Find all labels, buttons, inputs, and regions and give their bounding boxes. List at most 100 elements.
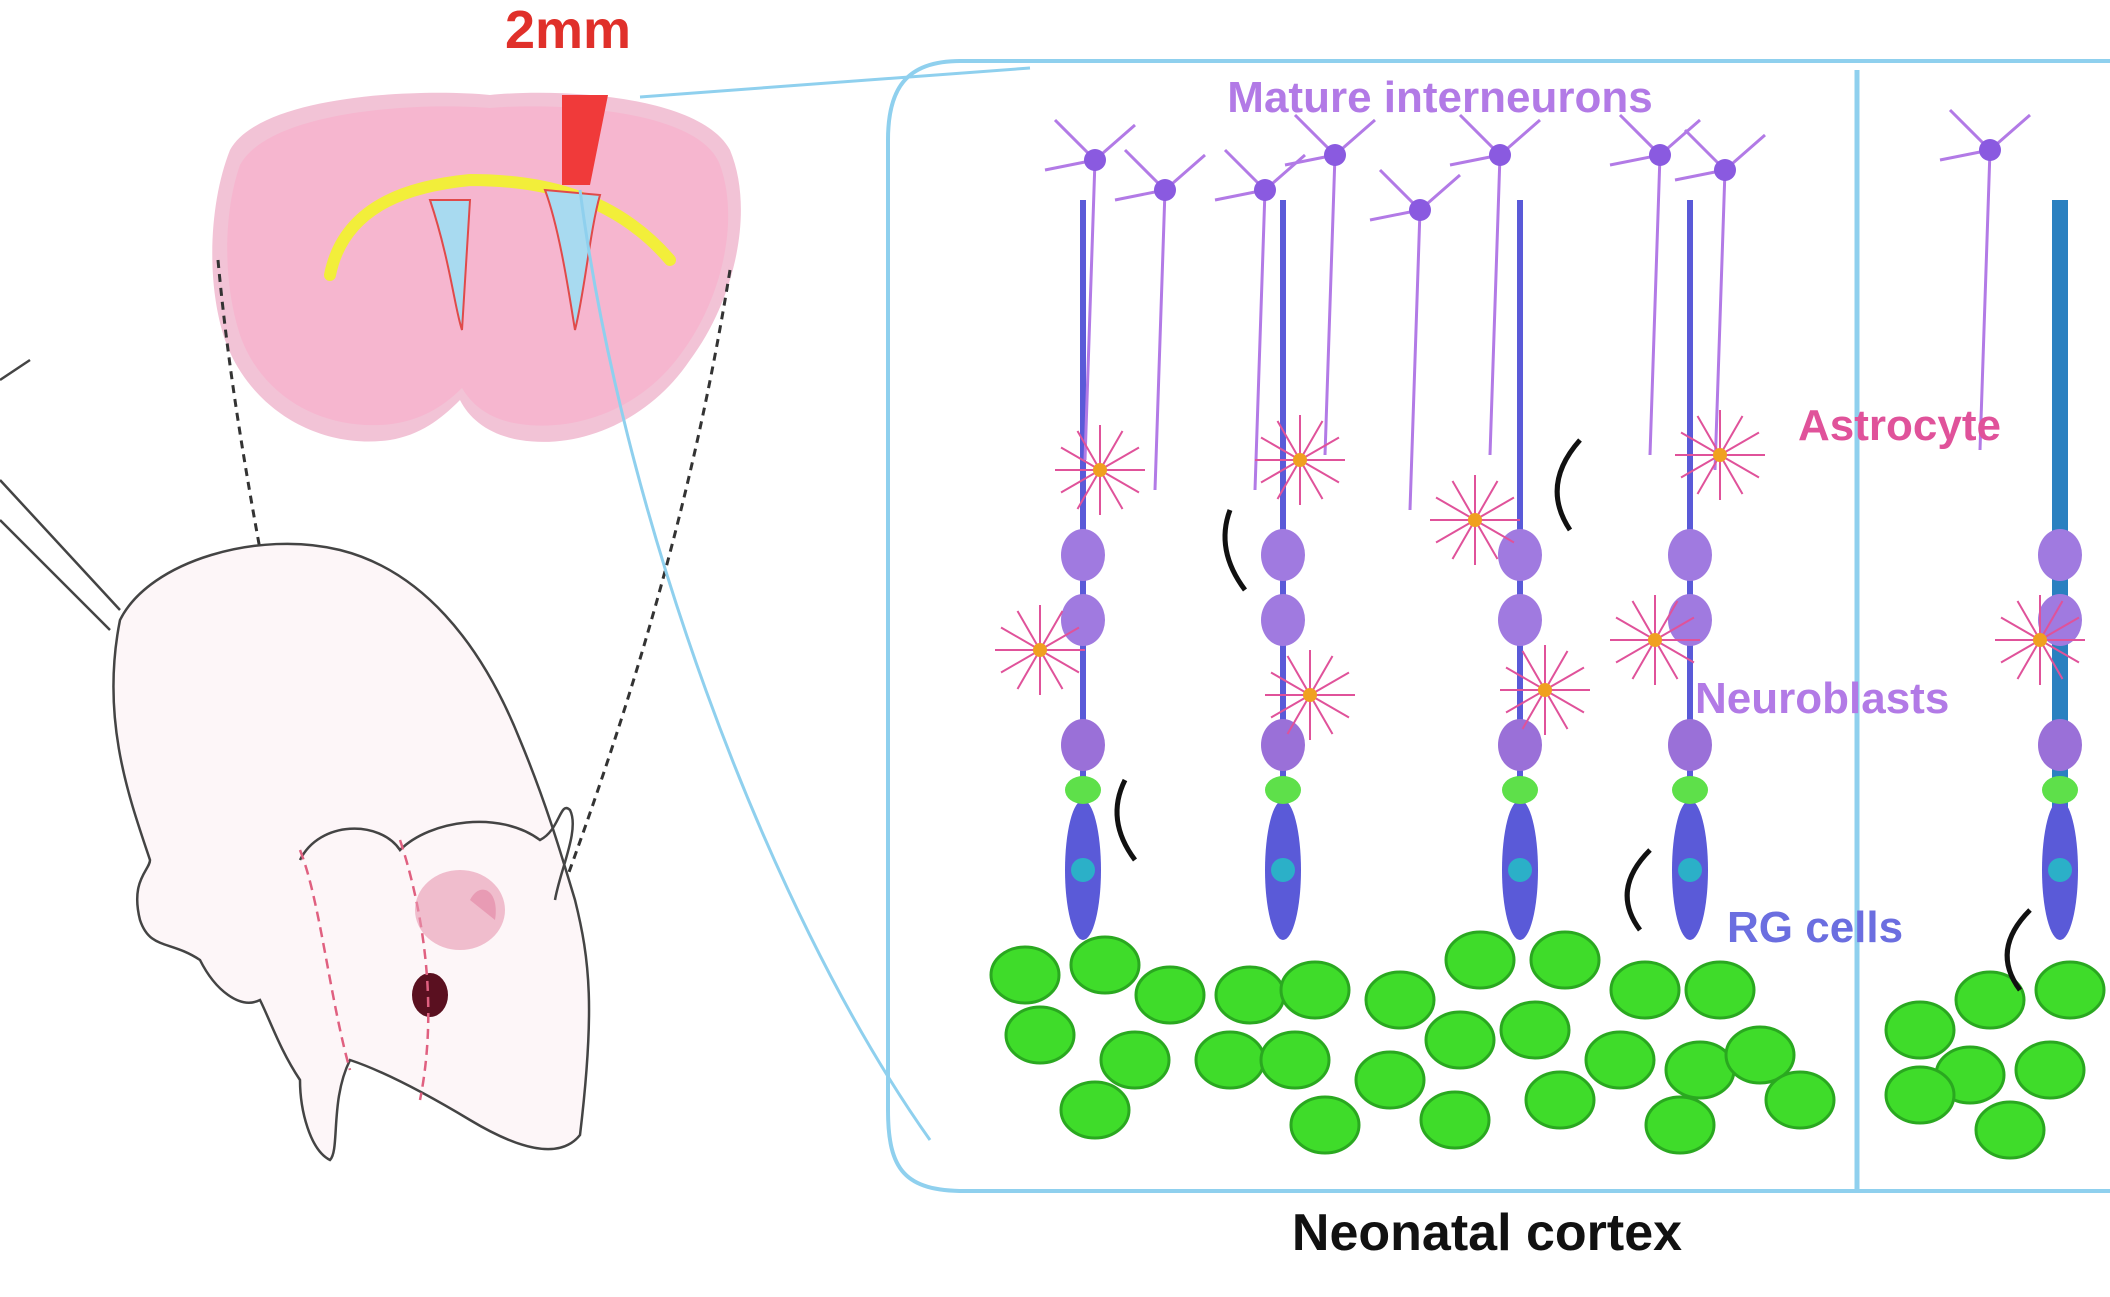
astrocyte-process bbox=[1544, 666, 1585, 691]
astrocyte-process bbox=[1286, 694, 1311, 735]
astrocyte-process bbox=[1544, 689, 1585, 714]
interneuron-process bbox=[1674, 128, 1766, 471]
astrocyte-process bbox=[1299, 420, 1324, 461]
rat-illustration bbox=[0, 358, 591, 1162]
astrocyte bbox=[1538, 683, 1552, 697]
green-cell bbox=[1884, 1000, 1956, 1060]
astrocyte-process bbox=[1615, 639, 1656, 664]
astrocyte-process bbox=[1260, 459, 1301, 484]
rg-cell-nucleus bbox=[1271, 858, 1295, 882]
astrocyte-process bbox=[1654, 639, 1679, 680]
mature-interneuron bbox=[1254, 179, 1276, 201]
astrocyte-process bbox=[1631, 639, 1656, 680]
astrocyte-process bbox=[1505, 689, 1546, 714]
green-cell bbox=[1099, 1030, 1171, 1090]
label-mature-interneurons: Mature interneurons bbox=[1227, 73, 1652, 122]
astrocyte-process bbox=[1680, 454, 1721, 479]
green-cell bbox=[1059, 1080, 1131, 1140]
mature-interneuron bbox=[1084, 149, 1106, 171]
green-cell bbox=[1004, 1005, 1076, 1065]
neuroblast bbox=[1061, 594, 1105, 646]
green-cell bbox=[1499, 1000, 1571, 1060]
astrocyte-process bbox=[1076, 469, 1101, 510]
interneuron-process bbox=[1939, 108, 2031, 451]
astrocyte-process bbox=[1299, 459, 1324, 500]
astrocyte bbox=[1303, 688, 1317, 702]
astrocyte-process bbox=[1016, 649, 1041, 690]
astrocyte-process bbox=[1099, 430, 1124, 471]
astrocyte-process bbox=[1696, 415, 1721, 456]
astrocyte-process bbox=[1099, 469, 1124, 510]
green-cell bbox=[1529, 930, 1601, 990]
interneuron-process bbox=[1214, 148, 1306, 491]
mature-interneuron bbox=[1409, 199, 1431, 221]
neuroblast bbox=[1261, 594, 1305, 646]
mature-interneuron bbox=[1489, 144, 1511, 166]
interneuron-process bbox=[1114, 148, 1206, 491]
astrocyte-process bbox=[2016, 600, 2041, 641]
astrocyte-process bbox=[1544, 689, 1569, 730]
migrating-neuroblast-tip bbox=[1502, 776, 1538, 804]
neuroblast bbox=[1261, 719, 1305, 771]
scale-label: 2mm bbox=[505, 0, 631, 60]
astrocyte-process bbox=[1451, 480, 1476, 521]
astrocyte-process bbox=[1719, 431, 1760, 456]
mature-interneuron bbox=[1154, 179, 1176, 201]
migration-arrow bbox=[1222, 509, 1248, 592]
green-cell bbox=[1289, 1095, 1361, 1155]
neuroblast bbox=[2038, 529, 2082, 581]
green-cell bbox=[1724, 1025, 1796, 1085]
astrocyte-process bbox=[1696, 454, 1721, 495]
astrocyte-process bbox=[1039, 649, 1064, 690]
migration-arrow bbox=[1554, 438, 1582, 532]
mature-interneuron bbox=[1714, 159, 1736, 181]
green-cell bbox=[1974, 1100, 2046, 1160]
green-cell bbox=[2014, 1040, 2086, 1100]
label-neuroblasts: Neuroblasts bbox=[1695, 674, 1949, 723]
astrocyte-process bbox=[1260, 436, 1301, 461]
migration-arrow bbox=[1624, 848, 1652, 932]
green-cell bbox=[1684, 960, 1756, 1020]
astrocyte-process bbox=[1719, 415, 1744, 456]
astrocyte-process bbox=[1474, 496, 1515, 521]
brain-slice bbox=[212, 92, 741, 442]
caption: Neonatal cortex bbox=[1292, 1204, 1682, 1262]
astrocyte-process bbox=[1299, 459, 1340, 484]
migrating-neuroblast-tip bbox=[1672, 776, 1708, 804]
green-cell bbox=[1444, 930, 1516, 990]
astrocyte-process bbox=[1521, 689, 1546, 730]
neuroblast bbox=[1061, 719, 1105, 771]
astrocyte-process bbox=[2039, 639, 2080, 664]
interneuron-process bbox=[1284, 113, 1376, 456]
astrocyte-process bbox=[1474, 519, 1499, 560]
astrocyte-process bbox=[1309, 671, 1350, 696]
astrocyte-process bbox=[2000, 616, 2041, 641]
cortex-panel-frame bbox=[886, 59, 2110, 1193]
astrocyte-process bbox=[1309, 694, 1334, 735]
astrocyte-process bbox=[1099, 446, 1140, 471]
astrocyte bbox=[1033, 643, 1047, 657]
green-cell bbox=[1259, 1030, 1331, 1090]
rg-cell-nucleus bbox=[1508, 858, 1532, 882]
green-cell bbox=[1764, 1070, 1836, 1130]
astrocyte-process bbox=[1000, 649, 1041, 674]
migrating-neuroblast-tip bbox=[1065, 776, 1101, 804]
astrocyte bbox=[1093, 463, 1107, 477]
astrocyte-process bbox=[1270, 694, 1311, 719]
astrocyte-process bbox=[1099, 469, 1140, 494]
green-cell bbox=[1354, 1050, 1426, 1110]
astrocyte-process bbox=[1719, 454, 1744, 495]
astrocyte bbox=[1293, 453, 1307, 467]
astrocyte-process bbox=[1286, 655, 1311, 696]
rg-cell-nucleus bbox=[1071, 858, 1095, 882]
green-cell bbox=[1279, 960, 1351, 1020]
rg-cell-nucleus bbox=[2048, 858, 2072, 882]
astrocyte-process bbox=[1544, 650, 1569, 691]
green-cell bbox=[1884, 1065, 1956, 1125]
astrocyte bbox=[1648, 633, 1662, 647]
rg-cell-nucleus bbox=[1678, 858, 1702, 882]
green-cell bbox=[1134, 965, 1206, 1025]
neuroblast bbox=[1061, 529, 1105, 581]
green-cell bbox=[1069, 935, 1141, 995]
neuroblast bbox=[2038, 594, 2082, 646]
